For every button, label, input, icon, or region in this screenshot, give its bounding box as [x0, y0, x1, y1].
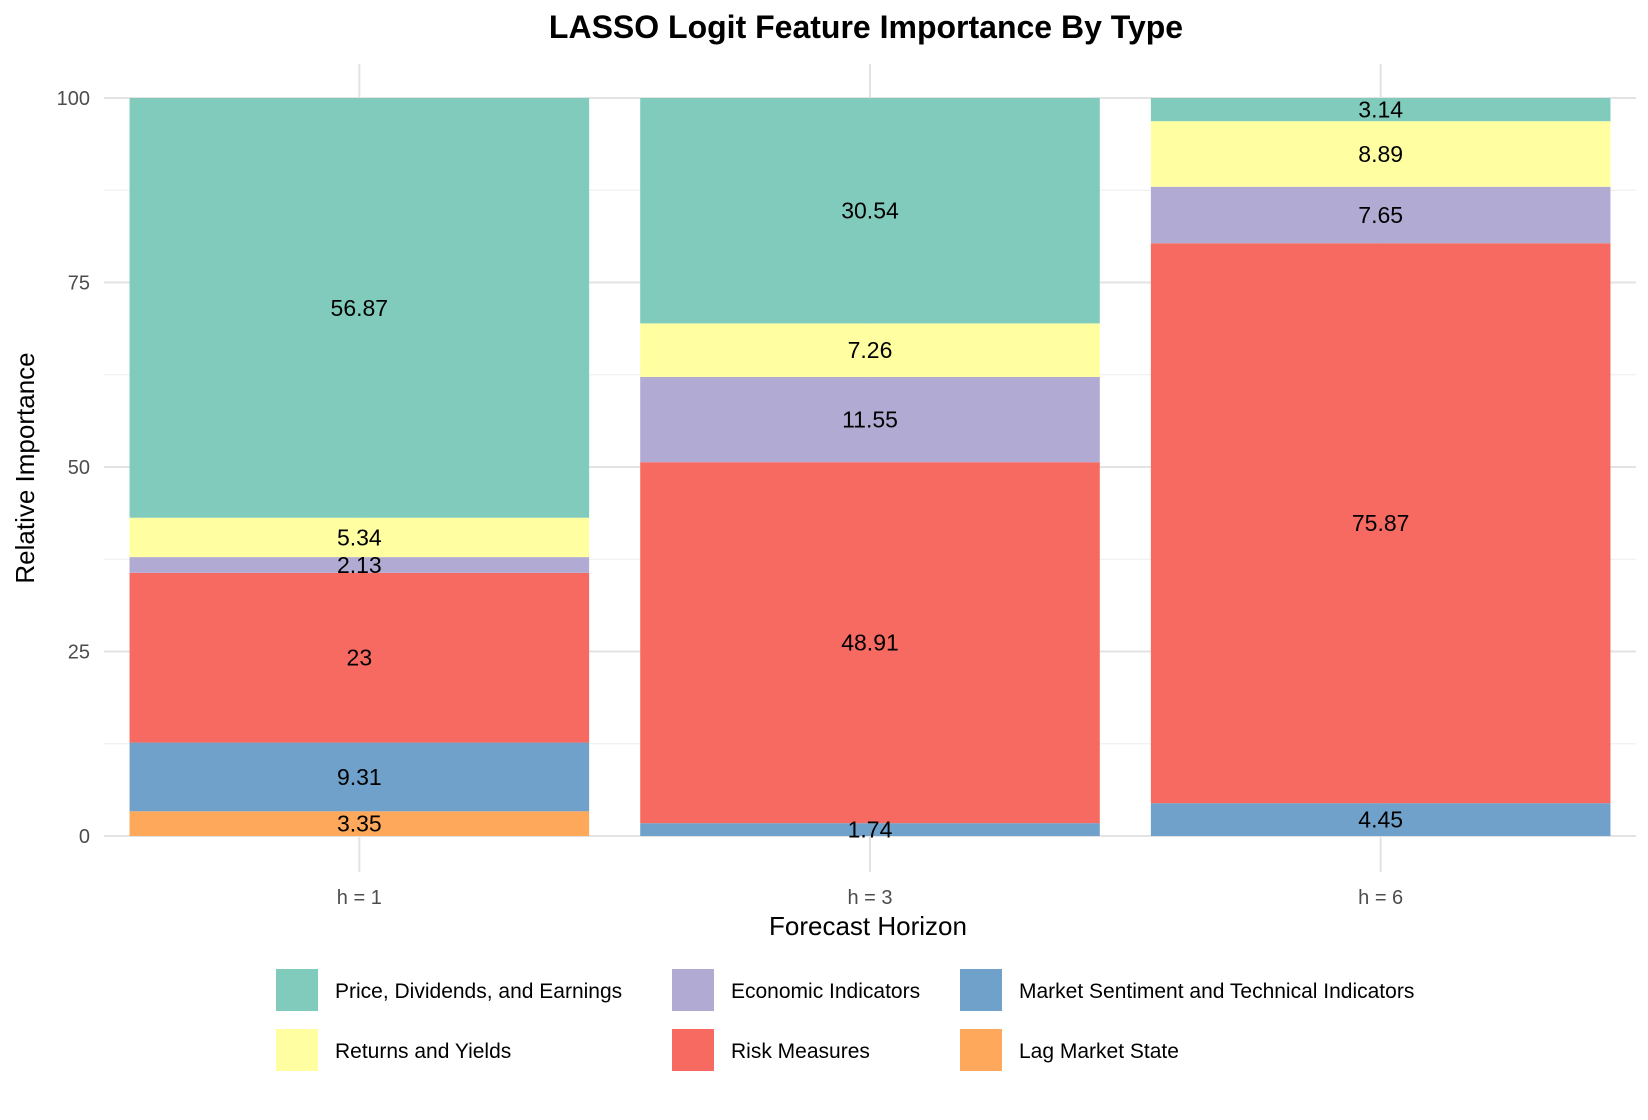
legend: Price, Dividends, and Earnings Economic I… — [276, 969, 1414, 1071]
legend-item: Lag Market State — [960, 1029, 1179, 1071]
x-tick-label: h = 3 — [847, 887, 892, 909]
y-tick-label: 0 — [79, 826, 90, 848]
y-tick-label: 50 — [68, 457, 90, 479]
data-label: 7.65 — [1358, 202, 1403, 228]
x-tick-label: h = 1 — [337, 887, 382, 909]
data-label: 23 — [347, 645, 373, 671]
data-label: 9.31 — [337, 764, 382, 790]
bar-segment — [1150, 243, 1611, 804]
bar-segment — [640, 323, 1100, 377]
x-axis-title: Forecast Horizon — [769, 911, 967, 941]
data-label: 3.35 — [337, 811, 382, 837]
legend-swatch — [672, 969, 714, 1011]
legend-swatch — [672, 1029, 714, 1071]
bar-segment — [640, 98, 1100, 324]
data-label: 11.55 — [842, 407, 898, 433]
legend-item: Economic Indicators — [672, 969, 920, 1011]
y-tick-label: 75 — [68, 273, 90, 295]
legend-swatch — [276, 969, 318, 1011]
bar-segment — [640, 823, 1100, 836]
bar-segment — [129, 742, 590, 812]
legend-label: Risk Measures — [731, 1040, 870, 1063]
legend-swatch — [276, 1029, 318, 1071]
data-label: 56.87 — [331, 295, 389, 321]
data-labels: 3.35 9.31 23 2.135.34 56.87 1.74 48.91 11.55 7.2… — [331, 97, 1410, 843]
x-tick-label: h = 6 — [1358, 887, 1403, 909]
data-label: 2.13 — [337, 552, 382, 578]
legend-item: Risk Measures — [672, 1029, 870, 1071]
bar-segment — [129, 572, 590, 743]
legend-label: Lag Market State — [1019, 1040, 1179, 1063]
data-label: 4.45 — [1358, 807, 1403, 833]
legend-label: Market Sentiment and Technical Indicator… — [1019, 980, 1414, 1003]
y-tick-label: 25 — [68, 642, 90, 664]
data-label: 30.54 — [841, 198, 899, 224]
bar-segment — [129, 517, 590, 558]
data-label: 48.91 — [841, 630, 899, 656]
legend-swatch — [960, 1029, 1002, 1071]
legend-item: Price, Dividends, and Earnings — [276, 969, 622, 1011]
chart-title: LASSO Logit Feature Importance By Type — [549, 9, 1183, 45]
y-axis-ticks: 0 25 50 75 100 — [57, 88, 90, 848]
data-label: 7.26 — [848, 337, 893, 363]
bar-segment — [640, 462, 1100, 824]
bar-segment — [129, 811, 590, 836]
bar-segment — [1150, 803, 1611, 836]
data-label: 8.89 — [1358, 141, 1403, 167]
x-axis-ticks: h = 1 h = 3 h = 6 — [337, 887, 1403, 909]
bar-segment — [1150, 121, 1611, 187]
legend-swatch — [960, 969, 1002, 1011]
y-axis-title: Relative Importance — [10, 352, 40, 583]
data-label: 3.14 — [1358, 97, 1403, 123]
data-label: 75.87 — [1352, 510, 1410, 536]
legend-item: Returns and Yields — [276, 1029, 511, 1071]
bar-segment — [1150, 186, 1611, 244]
bar-segment — [129, 557, 590, 573]
bar-segment — [1150, 98, 1611, 122]
bar-segment — [640, 376, 1100, 463]
bars — [129, 98, 1611, 836]
legend-label: Economic Indicators — [731, 980, 920, 1003]
y-tick-label: 100 — [57, 88, 90, 110]
legend-label: Price, Dividends, and Earnings — [335, 980, 622, 1003]
bar-segment — [129, 98, 590, 518]
data-label: 5.34 — [337, 524, 382, 550]
legend-item: Market Sentiment and Technical Indicator… — [960, 969, 1414, 1011]
legend-label: Returns and Yields — [335, 1040, 511, 1063]
data-label: 1.74 — [848, 817, 893, 843]
